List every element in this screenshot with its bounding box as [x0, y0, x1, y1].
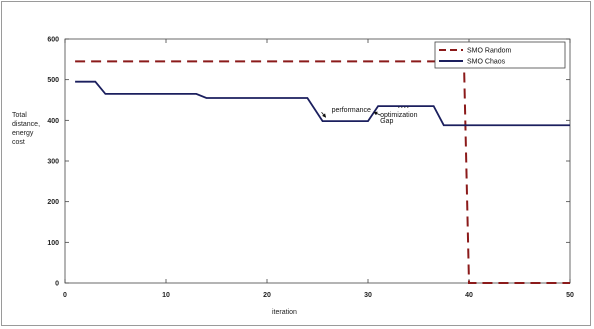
- x-tick-label: 30: [364, 292, 372, 299]
- plot-border: [65, 39, 570, 283]
- x-tick-label: 50: [566, 292, 574, 299]
- y-tick-label: 100: [47, 240, 59, 247]
- y-tick-label: 400: [47, 118, 59, 125]
- x-tick-label: 40: [465, 292, 473, 299]
- legend-label: SMO Random: [467, 48, 512, 55]
- y-tick-label: 200: [47, 199, 59, 206]
- x-tick-label: 20: [263, 292, 271, 299]
- y-tick-label: 600: [47, 37, 59, 44]
- plot-area: [65, 39, 570, 283]
- y-axis-label-line: cost: [12, 139, 25, 146]
- legend: SMO Random SMO Chaos: [435, 42, 565, 68]
- annotation-gap: Gap: [380, 118, 393, 125]
- x-axis-label: iteration: [272, 309, 297, 316]
- y-tick-label: 0: [55, 281, 59, 288]
- y-tick-label: 300: [47, 159, 59, 166]
- x-tick-label: 10: [162, 292, 170, 299]
- annotation-performance: performance: [332, 107, 371, 114]
- y-axis-label-line: Total: [12, 112, 27, 119]
- y-tick-label: 500: [47, 77, 59, 84]
- legend-label: SMO Chaos: [467, 59, 506, 66]
- y-axis-label-line: energy: [12, 130, 34, 137]
- y-axis-label-line: distance,: [12, 121, 40, 128]
- x-tick-label: 0: [63, 292, 67, 299]
